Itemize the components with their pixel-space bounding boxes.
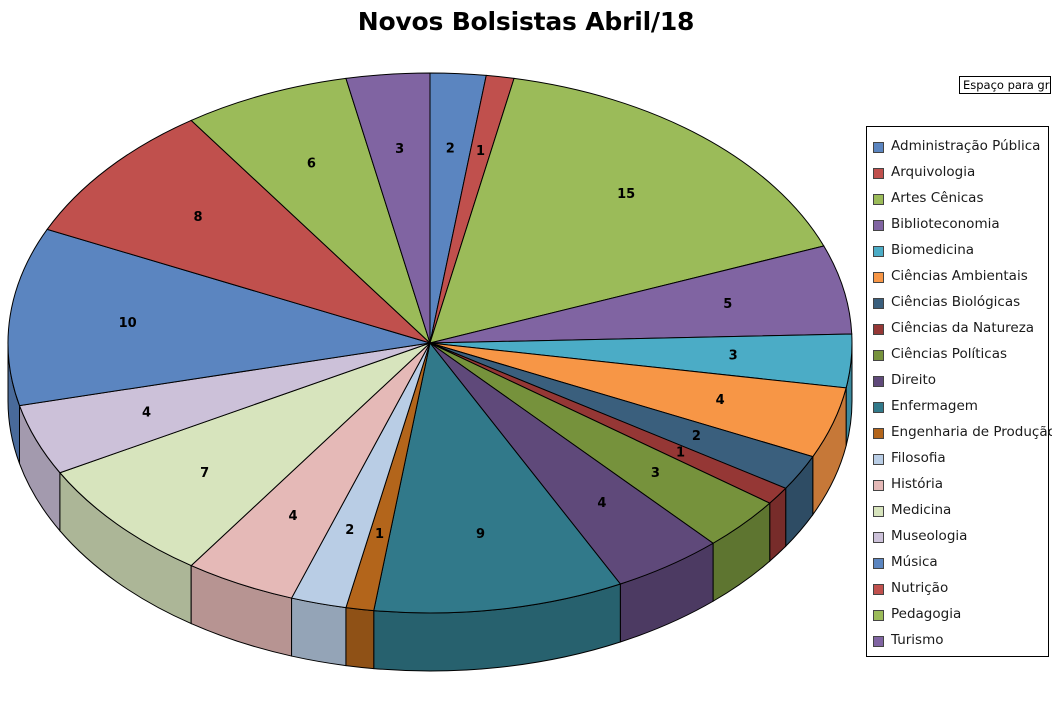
pie-slice[interactable] [190, 77, 432, 345]
legend-item[interactable]: Ciências da Natureza [873, 316, 1048, 342]
pie-slices [7, 72, 853, 614]
pie-slice-value-label: 2 [446, 142, 455, 157]
legend-item-label: Artes Cênicas [891, 190, 984, 207]
espaco-para-grafico-textbox[interactable]: Espaço para gráfic [959, 76, 1051, 94]
legend-item-label: Arquivologia [891, 164, 976, 181]
pie-slice-value-label: 1 [375, 527, 384, 542]
pie-slice-value-label: 4 [716, 393, 725, 408]
legend-swatch-icon [873, 557, 884, 569]
legend-item-label: Ciências Políticas [891, 346, 1008, 363]
legend-swatch-icon [873, 323, 884, 335]
legend-item-label: Administração Pública [891, 138, 1041, 155]
legend-item[interactable]: Medicina [873, 498, 1048, 524]
pie-slice-value-label: 1 [476, 144, 485, 159]
pie-slice-value-label: 3 [395, 142, 404, 157]
legend-item-label: Medicina [891, 502, 952, 519]
pie-slice-value-label: 5 [723, 297, 732, 312]
legend-item[interactable]: Ciências Políticas [873, 342, 1048, 368]
legend-item-label: Ciências da Natureza [891, 320, 1035, 337]
legend-item[interactable]: História [873, 472, 1048, 498]
legend-swatch-icon [873, 375, 884, 387]
legend-item[interactable]: Engenharia de Produção [873, 420, 1052, 446]
pie-slice-value-label: 6 [307, 157, 316, 172]
pie-slice[interactable] [429, 245, 853, 344]
legend-item[interactable]: Ciências Ambientais [873, 264, 1048, 290]
pie-slice-side [291, 597, 347, 667]
pie-slice-side [345, 607, 375, 670]
legend-item[interactable]: Música [873, 550, 1048, 576]
legend-swatch-icon [873, 219, 884, 231]
legend-swatch-icon [873, 531, 884, 543]
pie-slice[interactable] [46, 119, 431, 344]
pie-slice-value-label: 7 [200, 466, 209, 481]
legend-swatch-icon [873, 609, 884, 621]
legend-swatch-icon [873, 349, 884, 361]
legend-item-label: Biomedicina [891, 242, 975, 259]
pie-slice-value-label: 1 [676, 446, 685, 461]
legend-item[interactable]: Administração Pública [873, 134, 1048, 160]
pie-slice-value-label: 4 [597, 496, 606, 511]
legend-swatch-icon [873, 193, 884, 205]
legend-item-label: Engenharia de Produção [891, 424, 1052, 441]
pie-slice[interactable] [59, 342, 431, 567]
legend-item-label: História [891, 476, 944, 493]
legend-item[interactable]: Ciências Biológicas [873, 290, 1048, 316]
legend-swatch-icon [873, 401, 884, 413]
legend-item-label: Filosofia [891, 450, 946, 467]
page-title: Novos Bolsistas Abril/18 [357, 7, 695, 36]
pie-slice-value-label: 8 [193, 210, 202, 225]
legend-swatch-icon [873, 427, 884, 439]
legend-swatch-icon [873, 141, 884, 153]
pie-slice[interactable] [7, 228, 431, 407]
legend: Administração Pública Arquivologia Artes C… [866, 126, 1052, 657]
legend-swatch-icon [873, 271, 884, 283]
pie-slice-value-label: 10 [119, 316, 137, 331]
pie-chart: 2 1 15 5 3 4 2 1 3 4 9 1 2 4 7 4 10 8 6 3 [0, 60, 866, 718]
legend-item-label: Ciências Biológicas [891, 294, 1021, 311]
legend-item-label: Ciências Ambientais [891, 268, 1028, 285]
legend-item-label: Pedagogia [891, 606, 962, 623]
legend-item[interactable]: Pedagogia [873, 602, 1048, 628]
legend-item[interactable]: Filosofia [873, 446, 1048, 472]
legend-item-label: Direito [891, 372, 937, 389]
pie-slice-value-label: 3 [729, 348, 738, 363]
pie-slice-value-label: 4 [288, 509, 297, 524]
legend-item[interactable]: Biomedicina [873, 238, 1048, 264]
legend-item-label: Museologia [891, 528, 968, 545]
legend-item[interactable]: Enfermagem [873, 394, 1048, 420]
legend-swatch-icon [873, 297, 884, 309]
legend-swatch-icon [873, 635, 884, 647]
legend-swatch-icon [873, 583, 884, 595]
legend-item[interactable]: Arquivologia [873, 160, 1048, 186]
legend-item[interactable]: Turismo [873, 628, 1048, 654]
legend-item[interactable]: Direito [873, 368, 1048, 394]
legend-swatch-icon [873, 245, 884, 257]
legend-item-label: Música [891, 554, 938, 571]
legend-item[interactable]: Artes Cênicas [873, 186, 1048, 212]
legend-item-label: Enfermagem [891, 398, 978, 415]
legend-item[interactable]: Biblioteconomia [873, 212, 1048, 238]
pie-slice[interactable] [345, 72, 431, 344]
pie-slice-value-label: 3 [651, 466, 660, 481]
pie-slice[interactable] [373, 341, 622, 614]
legend-swatch-icon [873, 167, 884, 179]
legend-swatch-icon [873, 453, 884, 465]
legend-swatch-icon [873, 479, 884, 491]
pie-slice-value-label: 2 [692, 429, 701, 444]
legend-item[interactable]: Museologia [873, 524, 1048, 550]
pie-slice-value-label: 9 [476, 527, 485, 542]
pie-slice-value-label: 4 [142, 405, 151, 420]
legend-swatch-icon [873, 505, 884, 517]
legend-item-label: Turismo [891, 632, 944, 649]
pie-slice[interactable] [429, 77, 825, 344]
pie-slice-value-label: 2 [345, 523, 354, 538]
legend-item[interactable]: Nutrição [873, 576, 1048, 602]
pie-slice-value-label: 15 [617, 187, 635, 202]
legend-item-label: Biblioteconomia [891, 216, 1000, 233]
legend-item-label: Nutrição [891, 580, 949, 597]
